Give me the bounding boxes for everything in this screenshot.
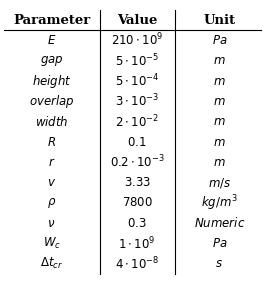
Text: $overlap$: $overlap$: [29, 93, 74, 110]
Text: $\rho$: $\rho$: [47, 196, 56, 210]
Text: $Pa$: $Pa$: [212, 34, 227, 47]
Text: $3.33$: $3.33$: [123, 176, 151, 189]
Text: $m$: $m$: [213, 135, 226, 149]
Text: $0.3$: $0.3$: [127, 217, 147, 230]
Text: $R$: $R$: [47, 135, 56, 149]
Text: $E$: $E$: [47, 34, 56, 47]
Text: $5 \cdot 10^{-4}$: $5 \cdot 10^{-4}$: [115, 73, 159, 89]
Text: $\nu$: $\nu$: [47, 217, 56, 230]
Text: $m$: $m$: [213, 115, 226, 128]
Text: $height$: $height$: [32, 72, 72, 90]
Text: $width$: $width$: [35, 115, 68, 129]
Text: $4 \cdot 10^{-8}$: $4 \cdot 10^{-8}$: [115, 255, 159, 272]
Text: $m$: $m$: [213, 95, 226, 108]
Text: $\Delta t_{cr}$: $\Delta t_{cr}$: [40, 256, 63, 271]
Text: Unit: Unit: [203, 14, 235, 27]
Text: $v$: $v$: [47, 176, 56, 189]
Text: Parameter: Parameter: [13, 14, 90, 27]
Text: $3 \cdot 10^{-3}$: $3 \cdot 10^{-3}$: [115, 93, 159, 110]
Text: $m$: $m$: [213, 74, 226, 88]
Text: $1 \cdot 10^{9}$: $1 \cdot 10^{9}$: [118, 235, 156, 252]
Text: Value: Value: [117, 14, 157, 27]
Text: $0.2 \cdot 10^{-3}$: $0.2 \cdot 10^{-3}$: [110, 154, 165, 171]
Text: $kg/m^{3}$: $kg/m^{3}$: [201, 193, 238, 213]
Text: $m$: $m$: [213, 54, 226, 67]
Text: $7800$: $7800$: [122, 197, 153, 210]
Text: $gap$: $gap$: [40, 54, 63, 68]
Text: $0.1$: $0.1$: [127, 135, 147, 149]
Text: $210 \cdot 10^{9}$: $210 \cdot 10^{9}$: [111, 32, 163, 49]
Text: $Numeric$: $Numeric$: [194, 216, 245, 230]
Text: $s$: $s$: [215, 257, 223, 270]
Text: $m$: $m$: [213, 156, 226, 169]
Text: $5 \cdot 10^{-5}$: $5 \cdot 10^{-5}$: [115, 52, 159, 69]
Text: $Pa$: $Pa$: [212, 237, 227, 250]
Text: $r$: $r$: [48, 156, 55, 169]
Text: $2 \cdot 10^{-2}$: $2 \cdot 10^{-2}$: [115, 113, 159, 130]
Text: $W_c$: $W_c$: [42, 236, 61, 251]
Text: $m/s$: $m/s$: [208, 176, 231, 190]
